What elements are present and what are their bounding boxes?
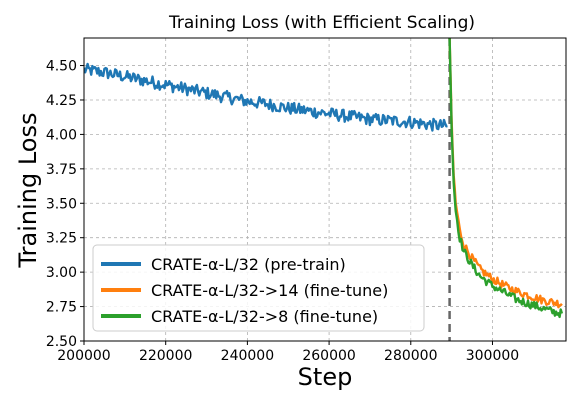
y-tick-label: 3.75 xyxy=(46,162,77,178)
legend-label-1: CRATE-α-L/32 (pre-train) xyxy=(151,255,346,274)
x-tick-label: 200000 xyxy=(57,348,110,364)
series-line-3 xyxy=(448,38,564,319)
legend-label-3: CRATE-α-L/32->8 (fine-tune) xyxy=(151,307,378,326)
y-tick-label: 3.50 xyxy=(46,196,77,212)
series-lines xyxy=(84,38,564,319)
y-tick-label: 4.00 xyxy=(46,127,77,143)
x-tick-label: 240000 xyxy=(221,348,274,364)
y-tick-label: 3.00 xyxy=(46,265,77,281)
legend-box xyxy=(92,244,425,332)
y-tick-label: 2.50 xyxy=(46,334,77,350)
x-axis-title: Step xyxy=(298,363,353,391)
legend: CRATE-α-L/32 (pre-train) CRATE-α-L/32->14… xyxy=(92,244,425,332)
y-tick-label: 4.50 xyxy=(46,59,77,75)
legend-label-2: CRATE-α-L/32->14 (fine-tune) xyxy=(151,281,388,300)
series-line-1 xyxy=(84,62,448,132)
x-tick-label: 260000 xyxy=(302,348,355,364)
x-tick-label: 280000 xyxy=(384,348,437,364)
axis-ticks: 200000 220000 240000 260000 280000 300000 2.50… xyxy=(46,59,519,364)
y-axis-title: Training Loss xyxy=(14,113,42,269)
x-tick-label: 300000 xyxy=(466,348,519,364)
x-tick-label: 220000 xyxy=(139,348,192,364)
chart-title: Training Loss (with Efficient Scaling) xyxy=(168,13,475,33)
y-tick-label: 3.25 xyxy=(46,231,77,247)
y-tick-label: 4.25 xyxy=(46,93,77,109)
series-line-2 xyxy=(448,38,563,309)
plot-frame xyxy=(83,37,567,342)
y-tick-label: 2.75 xyxy=(46,300,77,316)
